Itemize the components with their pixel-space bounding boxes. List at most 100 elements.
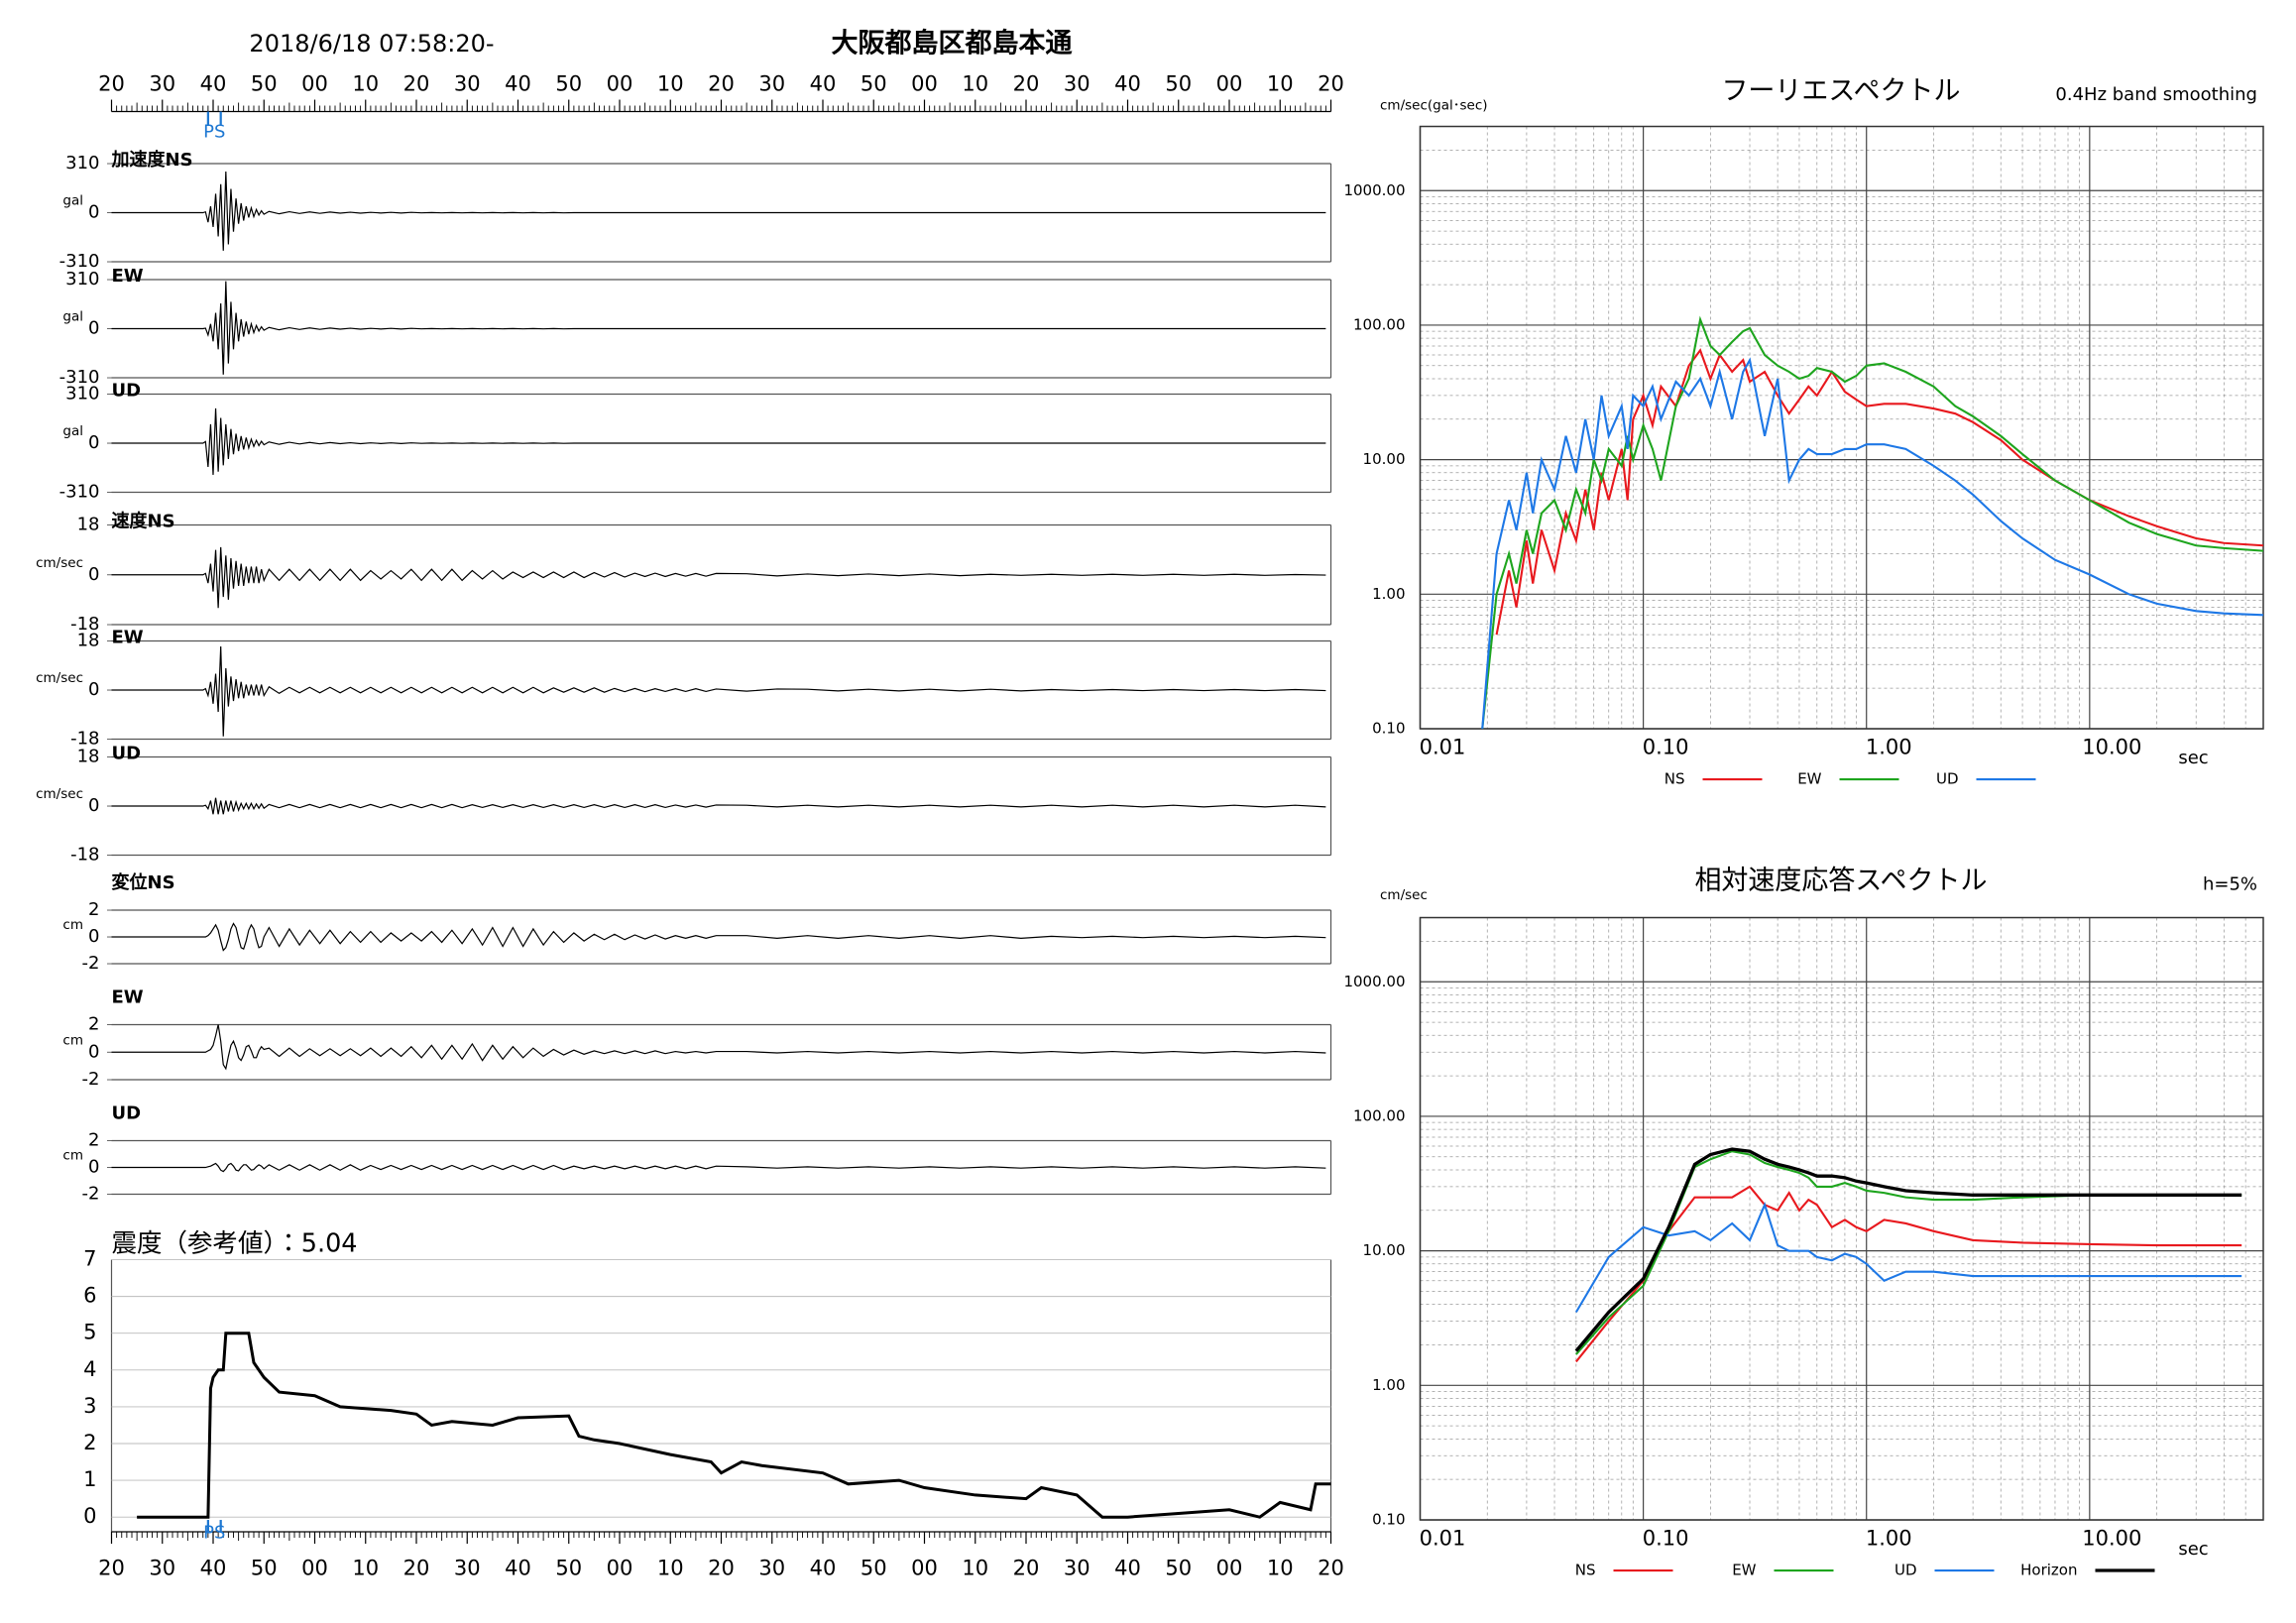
intensity-title: 震度（参考値）：5.04 xyxy=(112,1229,358,1259)
time-tick-label: 30 xyxy=(454,1557,481,1580)
time-tick-label: 50 xyxy=(1165,1557,1192,1580)
time-tick-label: 40 xyxy=(200,72,227,96)
time-tick-label: 10 xyxy=(352,1557,379,1580)
y-tick-label: 0 xyxy=(83,1504,96,1528)
panel-label: 加速度NS xyxy=(111,149,193,171)
time-tick-label: 50 xyxy=(251,72,278,96)
ps-label: PS xyxy=(203,1523,225,1544)
time-tick-label: 40 xyxy=(505,1557,531,1580)
legend-label: UD xyxy=(1936,770,1959,788)
time-tick-label: 50 xyxy=(861,1557,887,1580)
y-tick-label: 2 xyxy=(83,1431,96,1454)
y-tick-label: 100.00 xyxy=(1353,315,1406,333)
waveform-trace xyxy=(111,171,1326,251)
waveform-trace xyxy=(111,1024,1326,1071)
unit-label: cm xyxy=(62,1148,83,1164)
time-tick-label: 50 xyxy=(861,72,887,96)
spectrum-line xyxy=(1574,1202,2242,1314)
plot-frame xyxy=(1419,125,2264,730)
x-axis-label: sec xyxy=(2178,1539,2208,1560)
time-tick-label: 00 xyxy=(607,72,633,96)
time-tick-label: 50 xyxy=(555,72,582,96)
y-tick-label: 0 xyxy=(88,318,99,339)
y-tick-label: 0 xyxy=(88,432,99,453)
y-tick-label: 0 xyxy=(88,202,99,223)
time-tick-label: 20 xyxy=(1013,72,1040,96)
panel-label: EW xyxy=(112,628,144,648)
time-tick-label: 20 xyxy=(708,72,735,96)
time-tick-label: 10 xyxy=(962,72,988,96)
waveform-trace xyxy=(111,281,1326,375)
y-tick-label: 0 xyxy=(88,1041,99,1062)
y-tick-label: 0 xyxy=(88,564,99,585)
spectrum-line xyxy=(1575,1150,2242,1355)
y-tick-label: 4 xyxy=(83,1357,96,1381)
x-tick-label: 1.00 xyxy=(1866,1527,1912,1551)
y-axis-label: cm/sec xyxy=(1380,887,1428,903)
y-tick-label: 1 xyxy=(83,1467,96,1491)
time-tick-label: 50 xyxy=(1165,72,1192,96)
legend-label: UD xyxy=(1894,1562,1917,1579)
time-tick-label: 40 xyxy=(810,1557,837,1580)
spectrum-line xyxy=(1495,348,2264,636)
waveform-trace xyxy=(111,546,1326,609)
time-tick-label: 00 xyxy=(1216,1557,1243,1580)
unit-label: cm xyxy=(62,1032,83,1048)
legend-label: Horizon xyxy=(2020,1562,2077,1579)
x-tick-label: 0.01 xyxy=(1420,736,1466,759)
y-tick-label: 0 xyxy=(88,795,99,816)
y-tick-label: 18 xyxy=(77,631,100,651)
time-tick-label: 30 xyxy=(454,72,481,96)
intensity-line xyxy=(137,1332,1331,1519)
time-tick-label: 40 xyxy=(200,1557,227,1580)
y-tick-label: 3 xyxy=(83,1394,96,1418)
y-tick-label: 1000.00 xyxy=(1343,973,1405,990)
y-tick-label: 310 xyxy=(65,269,99,290)
time-tick-label: 20 xyxy=(98,72,125,96)
y-tick-label: 1.00 xyxy=(1372,585,1405,603)
time-tick-label: 40 xyxy=(1114,1557,1141,1580)
y-tick-label: 18 xyxy=(77,515,100,535)
time-tick-label: 30 xyxy=(1064,72,1091,96)
time-tick-label: 40 xyxy=(810,72,837,96)
time-tick-label: 20 xyxy=(708,1557,735,1580)
time-tick-label: 20 xyxy=(1318,72,1344,96)
time-tick-label: 20 xyxy=(1013,1557,1040,1580)
x-tick-label: 10.00 xyxy=(2082,1527,2141,1551)
y-tick-label: 0 xyxy=(88,926,99,947)
time-tick-label: 50 xyxy=(251,1557,278,1580)
time-tick-label: 10 xyxy=(657,1557,684,1580)
panel-label: EW xyxy=(112,266,144,287)
panel-label: UD xyxy=(112,744,142,764)
legend-label: EW xyxy=(1732,1562,1756,1579)
panel-label: UD xyxy=(112,381,142,402)
unit-label: gal xyxy=(62,193,83,209)
time-tick-label: 00 xyxy=(301,1557,328,1580)
y-tick-label: 0 xyxy=(88,679,99,700)
legend-label: NS xyxy=(1575,1562,1596,1579)
y-tick-label: 1000.00 xyxy=(1343,181,1405,199)
chart-title: 相対速度応答スペクトル xyxy=(1694,866,1987,896)
time-tick-label: 30 xyxy=(149,1557,175,1580)
spectrum-line xyxy=(1481,315,2264,730)
chart-note: 0.4Hz band smoothing xyxy=(2055,84,2257,105)
unit-label: gal xyxy=(62,309,83,325)
panel-label: EW xyxy=(112,987,144,1008)
unit-label: cm/sec xyxy=(36,555,83,571)
time-tick-label: 30 xyxy=(149,72,175,96)
y-tick-label: 310 xyxy=(65,153,99,174)
time-tick-label: 00 xyxy=(911,72,938,96)
location: 大阪都島区都島本通 xyxy=(832,29,1074,59)
time-tick-label: 10 xyxy=(1267,1557,1294,1580)
x-tick-label: 0.10 xyxy=(1643,1527,1689,1551)
time-tick-label: 40 xyxy=(505,72,531,96)
y-tick-label: 310 xyxy=(65,384,99,405)
unit-label: cm xyxy=(62,917,83,933)
time-tick-label: 20 xyxy=(403,72,430,96)
legend-label: NS xyxy=(1665,770,1685,788)
time-tick-label: 20 xyxy=(403,1557,430,1580)
y-tick-label: 0.10 xyxy=(1372,1511,1405,1529)
y-tick-label: -310 xyxy=(59,482,100,503)
time-tick-label: 10 xyxy=(962,1557,988,1580)
